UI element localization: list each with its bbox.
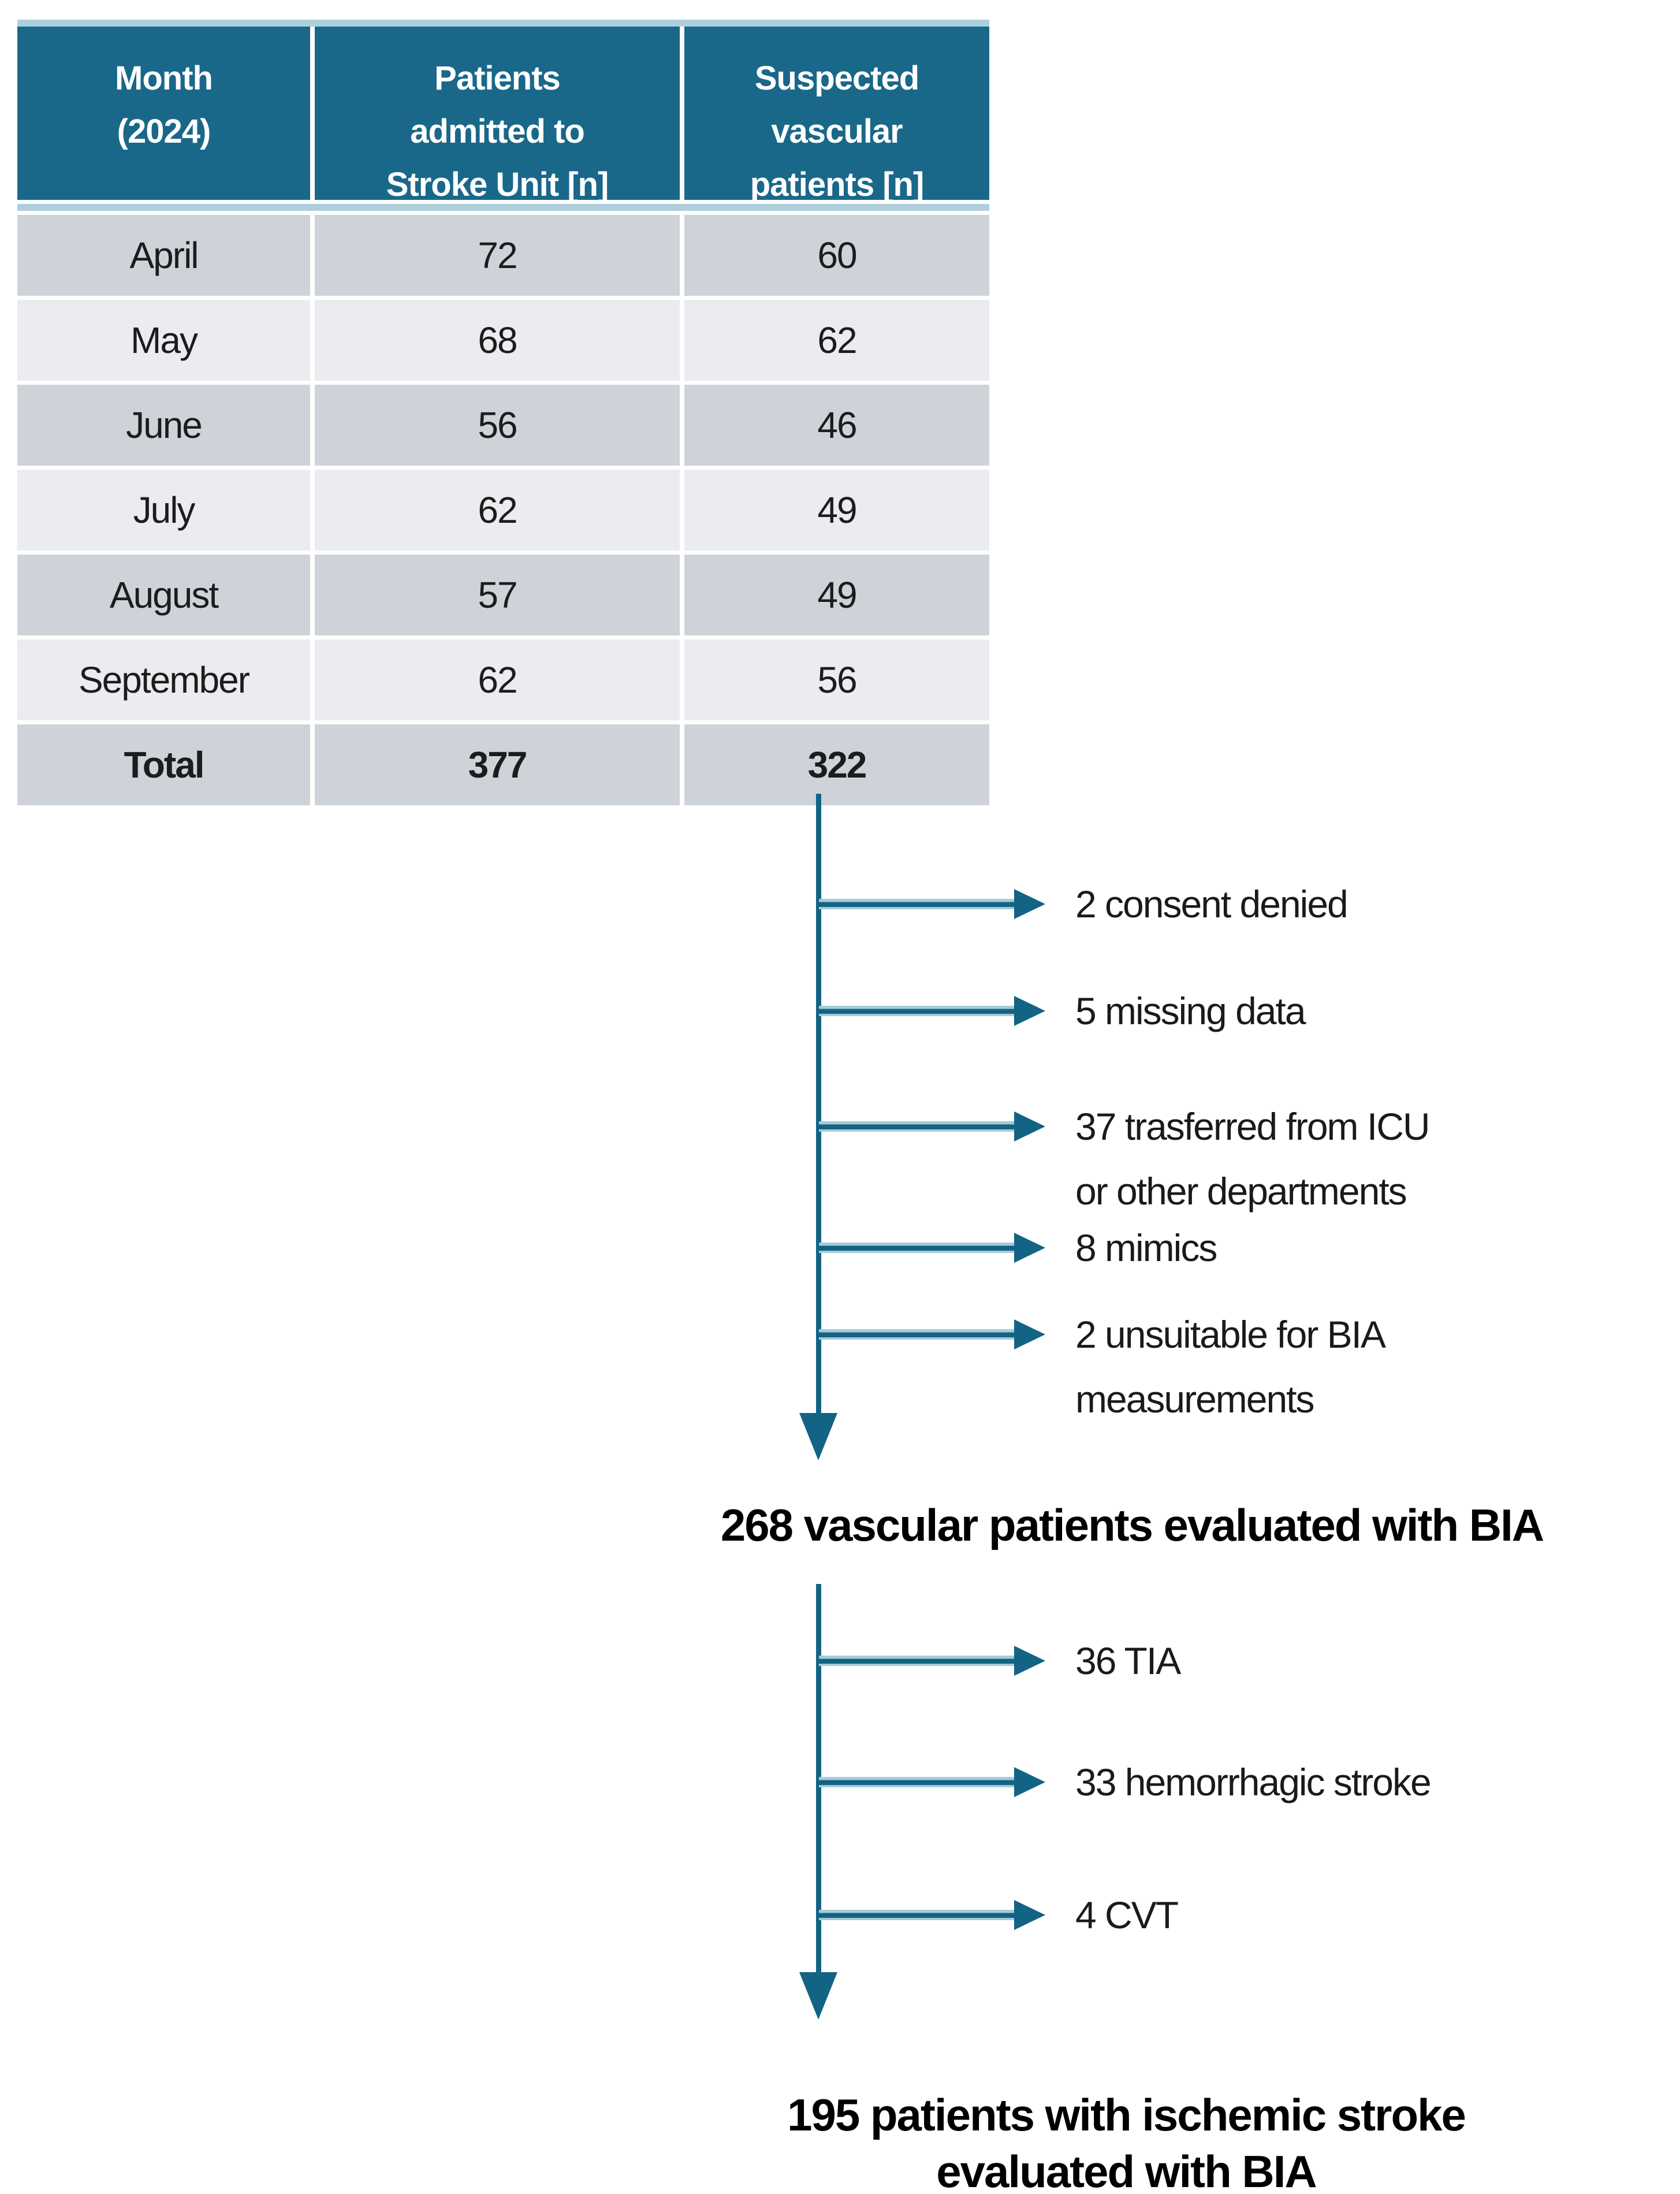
suspected-cell: 322: [684, 724, 989, 805]
monthly-admissions-table: Month (2024) Patients admitted to Stroke…: [17, 20, 989, 805]
down-arrow-icon: [799, 1972, 837, 2020]
admitted-cell: 62: [315, 639, 680, 720]
suspected-cell: 62: [684, 300, 989, 381]
suspected-cell: 49: [684, 470, 989, 551]
month-cell: August: [17, 555, 310, 635]
exclusion-label-transferred: 37 trasferred from ICU or other departme…: [1075, 1105, 1431, 1213]
month-cell: Total: [17, 724, 310, 805]
admitted-cell: 377: [315, 724, 680, 805]
month-cell: May: [17, 300, 310, 381]
admitted-cell: 62: [315, 470, 680, 551]
exclusion-label-missing-data: 5 missing data: [1075, 990, 1306, 1032]
admitted-cell: 57: [315, 555, 680, 635]
exclusion-label-mimics: 8 mimics: [1075, 1226, 1217, 1269]
header-admitted: Patients admitted to Stroke Unit [n]: [315, 27, 680, 203]
table-header-bottom-accent: [17, 204, 989, 211]
header-month: Month (2024): [17, 27, 310, 200]
exclusion-label-cvt: 4 CVT: [1075, 1894, 1179, 1936]
table-top-accent: [17, 20, 989, 27]
admitted-cell: 56: [315, 385, 680, 466]
suspected-cell: 56: [684, 639, 989, 720]
exclusion-label-tia: 36 TIA: [1075, 1639, 1181, 1682]
stage2-result-text: 195 patients with ischemic stroke evalua…: [787, 2089, 1466, 2194]
exclusion-label-consent: 2 consent denied: [1075, 883, 1349, 925]
table-header-row: Month (2024) Patients admitted to Stroke…: [17, 27, 989, 203]
month-cell: June: [17, 385, 310, 466]
flow-line-2: [816, 1584, 821, 1972]
flow-line-1: [816, 794, 821, 1413]
exclusion-label-unsuitable: 2 unsuitable for BIA measurements: [1075, 1313, 1386, 1420]
month-cell: April: [17, 215, 310, 296]
month-cell: September: [17, 639, 310, 720]
header-suspected: Suspected vascular patients [n]: [684, 27, 989, 203]
suspected-cell: 60: [684, 215, 989, 296]
stage1-result-text: 268 vascular patients evaluated with BIA: [720, 1500, 1544, 1550]
table-body: April 72 60 May 68 62 June 56 46 July 62…: [17, 215, 989, 805]
down-arrow-icon: [799, 1413, 837, 1460]
month-cell: July: [17, 470, 310, 551]
exclusion-label-hemorrhagic: 33 hemorrhagic stroke: [1075, 1761, 1432, 1803]
suspected-cell: 49: [684, 555, 989, 635]
admitted-cell: 68: [315, 300, 680, 381]
admitted-cell: 72: [315, 215, 680, 296]
suspected-cell: 46: [684, 385, 989, 466]
